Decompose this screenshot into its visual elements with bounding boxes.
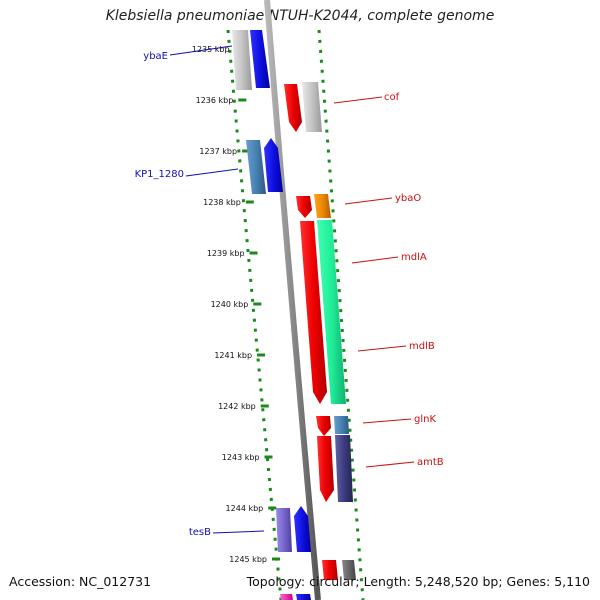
gene-label[interactable]: mdlA	[401, 252, 427, 263]
gene-label[interactable]: amtB	[417, 457, 444, 468]
gene-bottom-group[interactable]	[280, 560, 356, 600]
gene-ybaO-group[interactable]	[296, 194, 331, 218]
leader-line	[212, 530, 265, 534]
kbp-tick-label: 1236 kbp	[196, 96, 234, 105]
kbp-tick-label: 1245 kbp	[229, 555, 267, 564]
kbp-tick-label: 1244 kbp	[226, 504, 264, 513]
gene-glnK[interactable]	[316, 416, 331, 436]
outer-left-dotted-track	[226, 29, 283, 600]
kbp-tick-label: 1241 kbp	[214, 351, 252, 360]
gene-label[interactable]: ybaE	[143, 51, 168, 62]
gene-label[interactable]: cof	[384, 92, 400, 103]
left-gene-label-tesB[interactable]: tesB	[189, 527, 265, 538]
right-gene-label-mdlB[interactable]: mdlB	[357, 341, 435, 352]
gene-red-bottom[interactable]	[322, 560, 338, 580]
right-gene-label-cof[interactable]: cof	[333, 92, 400, 104]
gene-purple-feature[interactable]	[276, 508, 292, 552]
gene-gray-feature-2[interactable]	[302, 82, 322, 132]
gene-amtB[interactable]	[335, 435, 353, 502]
gene-tesB-group[interactable]	[276, 506, 311, 552]
kbp-tick-label: 1237 kbp	[199, 147, 237, 156]
kbp-tick-label: 1239 kbp	[207, 249, 245, 258]
right-gene-label-amtB[interactable]: amtB	[365, 457, 444, 468]
genome-backbone	[264, 0, 321, 600]
gene-label[interactable]: glnK	[414, 414, 436, 425]
genome-summary-label: Topology: circular; Length: 5,248,520 bp…	[246, 574, 590, 589]
gene-label[interactable]: tesB	[189, 527, 211, 538]
gene-mdlA-red[interactable]	[300, 221, 327, 404]
leader-line	[333, 96, 383, 104]
gene-KP1_1280-group[interactable]	[246, 138, 283, 194]
leader-line	[357, 345, 407, 352]
leader-line	[365, 461, 415, 468]
kbp-tick-label: 1238 kbp	[203, 198, 241, 207]
gene-label[interactable]: mdlB	[409, 341, 435, 352]
gene-steelblue-feature[interactable]	[246, 140, 266, 194]
gene-gray-feature[interactable]	[232, 30, 252, 90]
leader-line	[362, 418, 412, 424]
gene-ybaE[interactable]	[250, 30, 270, 88]
kbp-tick-label: 1240 kbp	[211, 300, 249, 309]
gene-label[interactable]: KP1_1280	[135, 169, 184, 180]
gene-mdlA[interactable]	[317, 220, 346, 404]
right-gene-label-ybaO[interactable]: ybaO	[344, 193, 421, 205]
gene-ybaO[interactable]	[314, 194, 331, 218]
leader-line	[351, 256, 399, 264]
gene-amtB-red[interactable]	[317, 436, 334, 502]
right-gene-label-mdlA[interactable]: mdlA	[351, 252, 427, 264]
gene-steelblue-feature-2[interactable]	[334, 416, 349, 434]
leader-line	[169, 45, 233, 56]
kbp-tick-label: 1242 kbp	[218, 402, 256, 411]
gene-red-small[interactable]	[296, 196, 312, 218]
gene-magenta-bottom[interactable]	[280, 594, 293, 600]
left-gene-label-ybaE[interactable]: ybaE	[143, 45, 233, 62]
gene-tesB[interactable]	[294, 506, 311, 552]
gene-ybaE-group[interactable]	[232, 30, 270, 90]
gene-cof[interactable]	[284, 84, 302, 132]
gene-dark-bottom[interactable]	[342, 560, 356, 580]
right-gene-label-glnK[interactable]: glnK	[362, 414, 436, 425]
accession-label: Accession: NC_012731	[9, 574, 152, 589]
gene-label[interactable]: ybaO	[395, 193, 421, 204]
left-gene-label-KP1_1280[interactable]: KP1_1280	[135, 168, 239, 180]
gene-KP1_1280[interactable]	[264, 138, 283, 192]
gene-blue-bottom[interactable]	[296, 594, 311, 600]
kbp-tick-label: 1243 kbp	[222, 453, 260, 462]
gene-amtB-group[interactable]	[317, 435, 353, 502]
leader-line	[344, 197, 393, 205]
gene-mdlA-mdlB-group[interactable]	[300, 220, 346, 404]
genome-title: Klebsiella pneumoniae NTUH-K2044, comple…	[105, 8, 495, 24]
gene-cof-group[interactable]	[284, 82, 322, 132]
leader-line	[185, 168, 239, 177]
gene-glnK-group[interactable]	[316, 416, 349, 436]
